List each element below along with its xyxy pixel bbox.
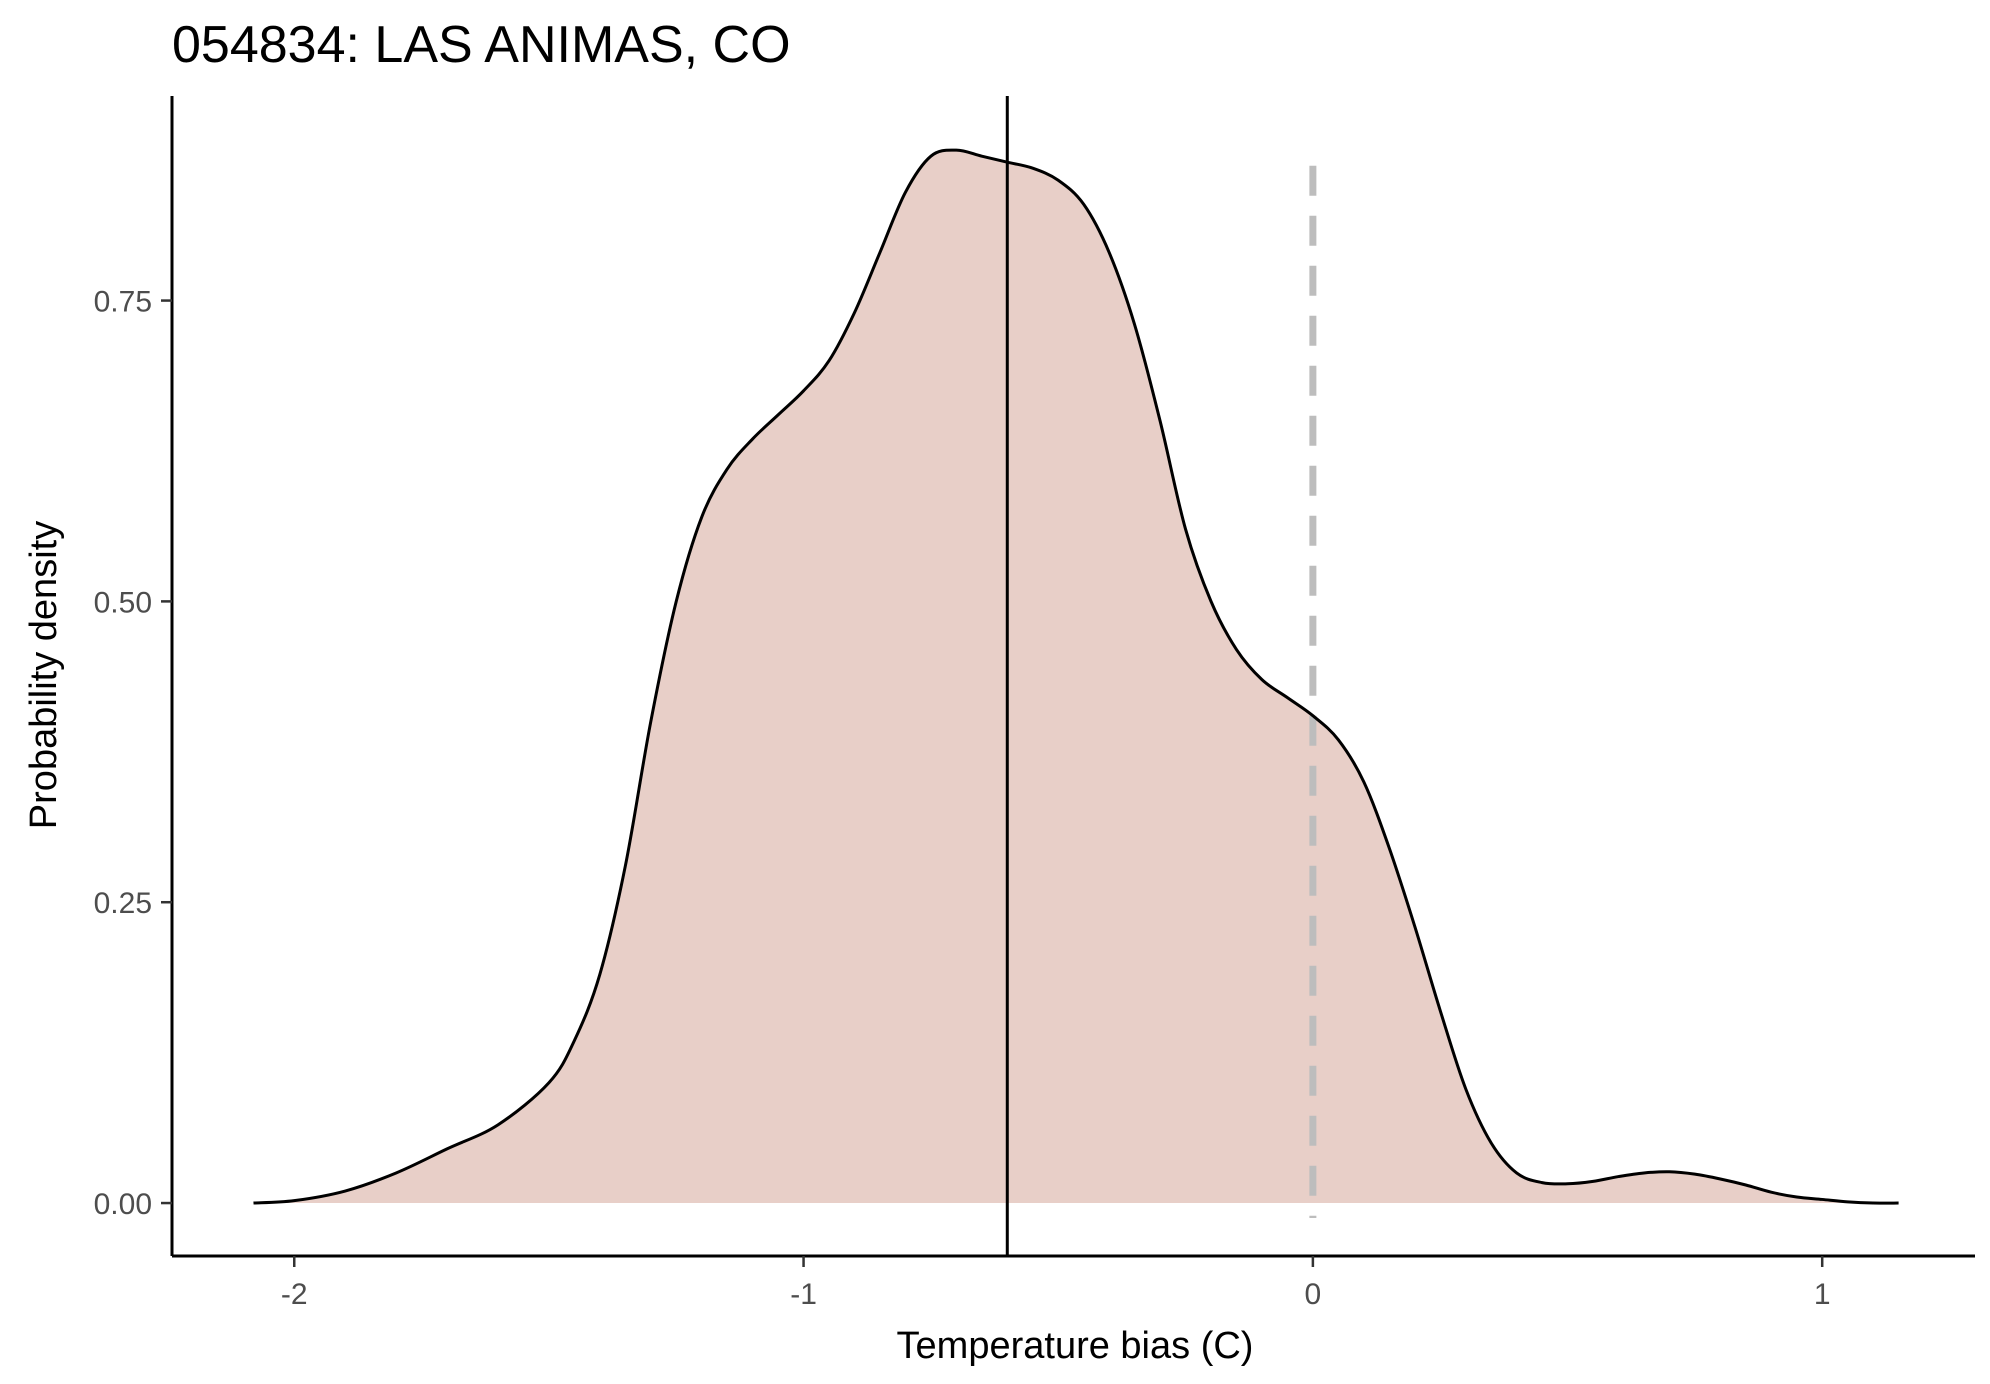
x-tick-label: 1	[1814, 1278, 1831, 1311]
x-axis-title: Temperature bias (C)	[897, 1325, 1254, 1367]
x-tick-label: 0	[1305, 1278, 1322, 1311]
y-tick-label: 0.00	[94, 1188, 152, 1221]
x-tick-label: -2	[281, 1278, 308, 1311]
y-axis-title: Probability density	[23, 521, 65, 829]
plot-area: -2 -1 0 1 0.00 0.25 0.50 0.75	[94, 96, 1975, 1311]
y-tick-label: 0.25	[94, 887, 152, 920]
y-tick-label: 0.50	[94, 586, 152, 619]
density-line	[253, 148, 1899, 1205]
chart-title: 054834: LAS ANIMAS, CO	[172, 16, 791, 74]
x-tick-label: -1	[790, 1278, 817, 1311]
y-tick-label: 0.75	[94, 286, 152, 319]
density-area	[253, 150, 1899, 1204]
